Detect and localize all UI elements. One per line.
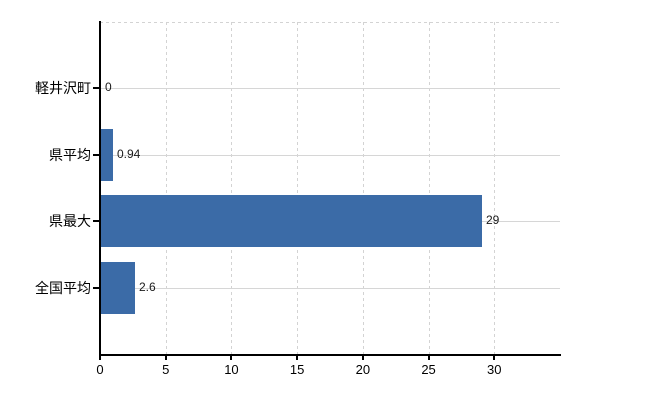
y-axis-tick <box>93 154 100 156</box>
category-label: 県平均 <box>49 147 91 163</box>
category-label: 軽井沢町 <box>35 80 91 96</box>
x-gridline <box>362 22 364 354</box>
x-axis-tick <box>493 355 496 360</box>
x-gridline <box>231 22 233 354</box>
x-tick-label: 5 <box>162 362 170 377</box>
plot-top-border <box>100 22 560 23</box>
x-tick-label: 10 <box>224 362 239 377</box>
bar-value-label: 29 <box>486 213 500 227</box>
x-gridline <box>428 22 430 354</box>
x-axis-tick <box>296 355 299 360</box>
x-tick-label: 25 <box>421 362 436 377</box>
category-gridline <box>100 155 560 156</box>
x-gridline <box>297 22 299 354</box>
x-gridline <box>165 22 167 354</box>
x-axis <box>99 354 561 356</box>
x-axis-tick <box>361 355 364 360</box>
y-axis <box>99 21 101 356</box>
category-gridline <box>100 288 560 289</box>
y-axis-tick <box>93 287 100 289</box>
x-axis-tick <box>99 355 101 360</box>
bar <box>101 262 135 314</box>
category-label: 全国平均 <box>35 280 91 296</box>
x-tick-label: 15 <box>289 362 305 377</box>
x-axis-tick <box>230 355 233 360</box>
category-label: 県最大 <box>49 213 91 229</box>
x-axis-tick <box>164 355 167 360</box>
x-tick-label: 20 <box>355 362 371 377</box>
y-axis-tick <box>93 220 100 222</box>
category-gridline <box>100 88 560 89</box>
bar-value-label: 0 <box>105 80 112 94</box>
x-gridline <box>494 22 496 354</box>
y-axis-tick <box>93 87 100 89</box>
bar-value-label: 0.94 <box>117 147 141 161</box>
bar <box>101 195 482 247</box>
bar-value-label: 2.6 <box>139 280 156 294</box>
x-tick-label: 30 <box>487 362 502 377</box>
x-tick-label: 0 <box>96 362 104 377</box>
x-axis-tick <box>427 355 430 360</box>
bar <box>101 129 113 181</box>
